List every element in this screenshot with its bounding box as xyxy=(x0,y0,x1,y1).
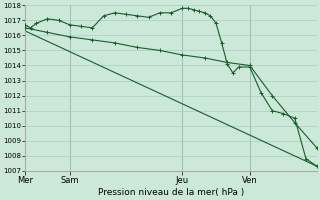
X-axis label: Pression niveau de la mer( hPa ): Pression niveau de la mer( hPa ) xyxy=(98,188,244,197)
